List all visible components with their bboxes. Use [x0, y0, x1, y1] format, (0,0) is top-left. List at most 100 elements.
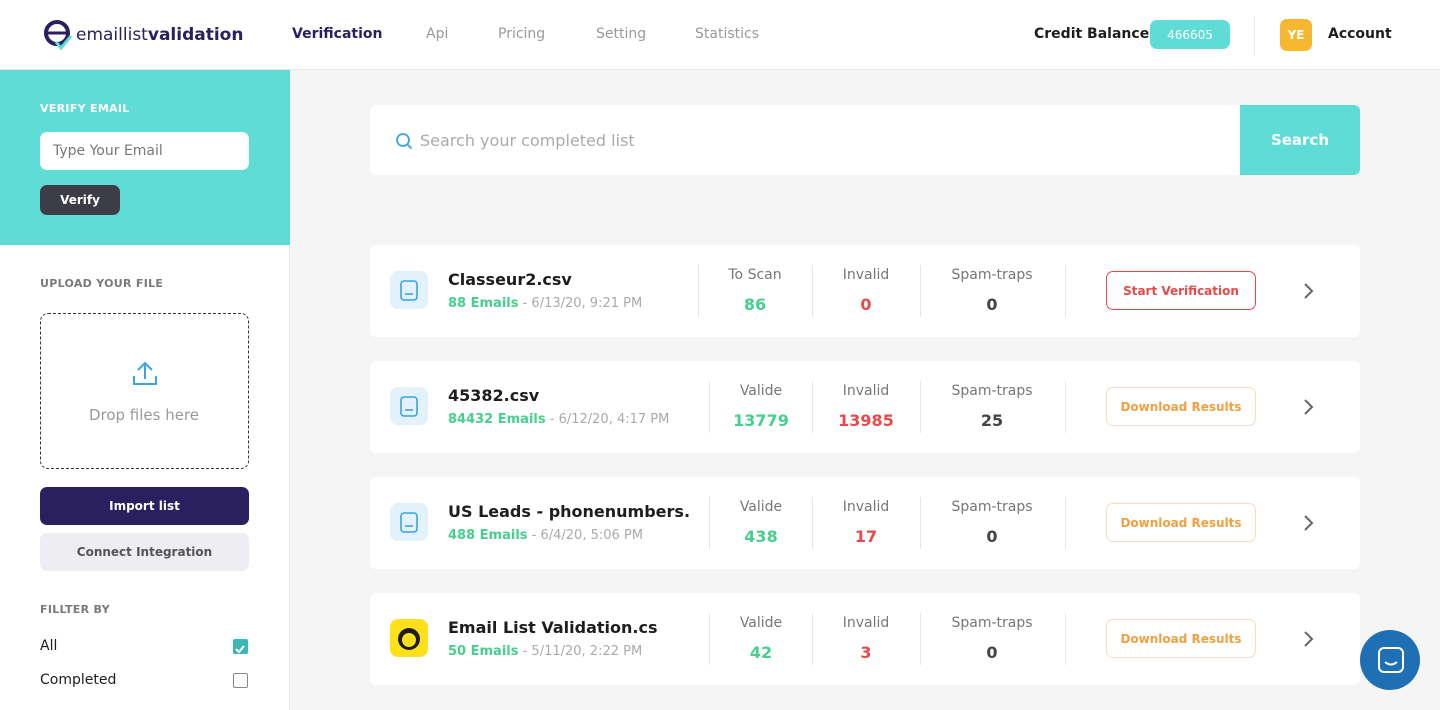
stat-label: Valide	[739, 499, 783, 515]
chevron[interactable]	[1303, 630, 1315, 652]
logo-icon	[44, 20, 73, 50]
logo-prefix: emaillist	[76, 25, 148, 45]
separator	[1065, 265, 1066, 317]
credit-label: Credit Balance	[1034, 26, 1150, 42]
stat-value: 13985	[838, 411, 894, 430]
stat-value: 17	[854, 527, 878, 546]
import-button[interactable]: Import list	[40, 487, 249, 525]
stat-value: 438	[744, 527, 778, 546]
separator	[1065, 613, 1066, 665]
list-date: - 5/11/20, 2:22 PM	[522, 644, 643, 659]
search-input[interactable]: Search your completed list	[420, 131, 635, 150]
separator	[1065, 497, 1066, 549]
list-name: 45382.csv	[448, 386, 540, 405]
stat-label: Spam-traps	[951, 499, 1033, 515]
mailchimp-glyph	[398, 628, 420, 650]
list-name: Classeur2.csv	[448, 270, 572, 289]
separator	[709, 613, 710, 665]
stat-label: Invalid	[842, 615, 890, 631]
chevron-glyph	[1304, 399, 1314, 415]
file-glyph	[400, 396, 418, 417]
separator	[920, 497, 921, 549]
sidebar: VERIFY EMAIL Type Your Email Verify UPLO…	[0, 70, 290, 710]
filter-checkbox[interactable]	[233, 673, 248, 688]
action-button[interactable]: Download Results	[1106, 387, 1256, 426]
separator	[812, 613, 813, 665]
stat-value: 13779	[733, 411, 789, 430]
separator	[812, 265, 813, 317]
chat-button[interactable]	[1360, 630, 1420, 690]
separator	[1065, 381, 1066, 433]
chevron[interactable]	[1303, 514, 1315, 536]
file-icon	[390, 387, 428, 425]
list-date: - 6/12/20, 4:17 PM	[549, 412, 670, 427]
separator	[920, 265, 921, 317]
stat-value: 0	[860, 295, 872, 314]
logo-text: emaillistvalidation	[76, 25, 243, 45]
verify-panel: VERIFY EMAIL Type Your Email Verify	[0, 70, 290, 245]
nav-item[interactable]: Api	[426, 26, 449, 42]
stat-label: Valide	[739, 615, 783, 631]
stat-value: 0	[986, 643, 998, 662]
list-meta: 88 Emails - 6/13/20, 9:21 PM	[448, 296, 642, 311]
avatar[interactable]: YE	[1280, 19, 1312, 51]
list-meta: 488 Emails - 6/4/20, 5:06 PM	[448, 528, 643, 543]
list-row[interactable]: US Leads - phonenumbers. 488 Emails - 6/4…	[370, 477, 1360, 569]
action-button[interactable]: Start Verification	[1106, 271, 1256, 310]
separator	[709, 497, 710, 549]
chevron-glyph	[1304, 515, 1314, 531]
file-glyph	[400, 280, 418, 301]
search-button[interactable]: Search	[1240, 105, 1360, 175]
stat-label: To Scan	[728, 267, 782, 283]
file-icon	[390, 503, 428, 541]
list-row[interactable]: 45382.csv 84432 Emails - 6/12/20, 4:17 PM…	[370, 361, 1360, 453]
list-date: - 6/13/20, 9:21 PM	[522, 296, 643, 311]
account-link[interactable]: Account	[1328, 26, 1392, 42]
filter-label: All	[40, 638, 58, 654]
logo-suffix: validation	[147, 25, 244, 45]
check-mark	[235, 645, 245, 654]
nav-item[interactable]: Statistics	[695, 26, 759, 42]
mailchimp-icon	[390, 619, 428, 657]
upload-icon	[133, 361, 157, 385]
chat-icon	[1378, 647, 1404, 673]
list-name: Email List Validation.cs	[448, 618, 658, 637]
divider	[1254, 16, 1255, 56]
stat-label: Invalid	[842, 499, 890, 515]
filter-label: Completed	[40, 672, 117, 688]
credit-value: 466605	[1150, 20, 1230, 49]
list-meta: 84432 Emails - 6/12/20, 4:17 PM	[448, 412, 669, 427]
stat-value: 0	[986, 527, 998, 546]
search-bar: Search your completed list Search	[370, 105, 1360, 175]
list-meta: 50 Emails - 5/11/20, 2:22 PM	[448, 644, 642, 659]
verify-button[interactable]: Verify	[40, 185, 120, 215]
list-row[interactable]: Classeur2.csv 88 Emails - 6/13/20, 9:21 P…	[370, 245, 1360, 337]
chevron[interactable]	[1303, 398, 1315, 420]
chevron[interactable]	[1303, 282, 1315, 304]
action-button[interactable]: Download Results	[1106, 503, 1256, 542]
separator	[812, 497, 813, 549]
nav-item[interactable]: Verification	[292, 26, 383, 42]
separator	[709, 381, 710, 433]
stat-value: 0	[986, 295, 998, 314]
action-button[interactable]: Download Results	[1106, 619, 1256, 658]
nav-item[interactable]: Pricing	[498, 26, 546, 42]
filter-checkbox[interactable]	[233, 639, 248, 654]
stat-label: Invalid	[842, 383, 890, 399]
list-row[interactable]: Email List Validation.cs 50 Emails - 5/11…	[370, 593, 1360, 685]
email-count: 488 Emails	[448, 528, 528, 543]
nav-item[interactable]: Setting	[596, 26, 647, 42]
header: emaillistvalidation Credit Balance 46660…	[0, 0, 1440, 70]
stat-value: 3	[860, 643, 872, 662]
drop-text: Drop files here	[88, 406, 200, 424]
separator	[920, 613, 921, 665]
stat-value: 86	[743, 295, 767, 314]
stat-label: Spam-traps	[951, 383, 1033, 399]
drop-zone[interactable]: Drop files here	[40, 313, 249, 469]
connect-button[interactable]: Connect Integration	[40, 533, 249, 571]
chevron-glyph	[1304, 631, 1314, 647]
stat-label: Valide	[739, 383, 783, 399]
separator	[698, 265, 699, 317]
email-input[interactable]: Type Your Email	[40, 132, 249, 170]
